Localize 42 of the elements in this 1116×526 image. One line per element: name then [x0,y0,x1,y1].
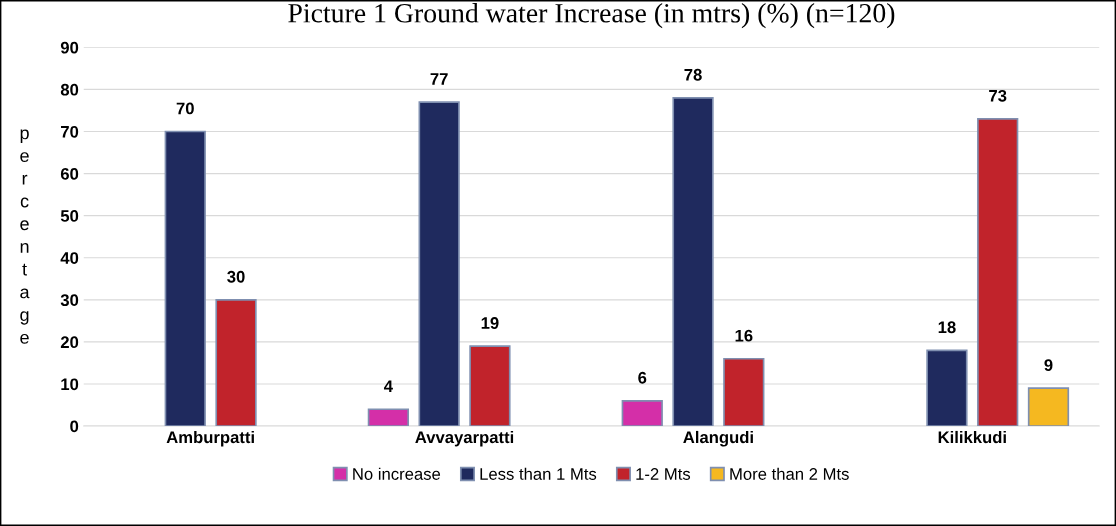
text: percentage [20,129,30,344]
y-tick-label: 40 [60,252,79,264]
x-tick-label: Kilikkudi [938,430,1006,444]
bar [621,399,663,427]
data-label: 78 [684,68,702,81]
y-tick-label: 90 [60,41,79,54]
bar [672,97,714,427]
data-label: 73 [989,89,1007,102]
bar [1027,387,1070,427]
data-label: 19 [481,317,499,329]
y-tick-label: 30 [60,294,79,307]
bar [926,349,968,427]
data-label: 30 [227,270,245,283]
data-label: 70 [176,102,194,115]
x-tick-label: Amburpatti [166,430,254,447]
data-label: 16 [735,329,753,342]
data-label: 77 [430,73,448,85]
bar [215,298,257,427]
legend-label: More than 2 Mts [730,467,849,480]
data-label: 18 [938,321,956,334]
y-tick-label: 60 [60,167,79,180]
y-tick-label: 70 [61,125,79,138]
bar [367,408,410,427]
legend-label: 1-2 Mts [636,468,691,480]
bar [418,101,460,427]
legend-label: No increase [353,467,441,480]
bar [164,130,206,427]
y-tick-label: 0 [70,420,79,433]
bar [977,118,1019,427]
y-tick-label: 10 [61,378,79,391]
x-tick-label: Avvayarpatti [415,430,514,447]
data-label: 9 [1044,359,1053,371]
data-label: 4 [383,380,393,392]
x-tick-label: Alangudi [683,430,753,447]
legend-label: Less than 1 Mts [480,467,597,480]
bar [469,345,511,427]
y-tick-label: 20 [60,336,79,349]
chart-title: Picture 1 Ground water Increase (in mtrs) (%) (n=120) [288,3,895,29]
data-label: 6 [638,371,647,384]
bar [723,357,765,427]
y-tick-label: 80 [60,83,79,96]
y-tick-label: 50 [60,210,79,222]
